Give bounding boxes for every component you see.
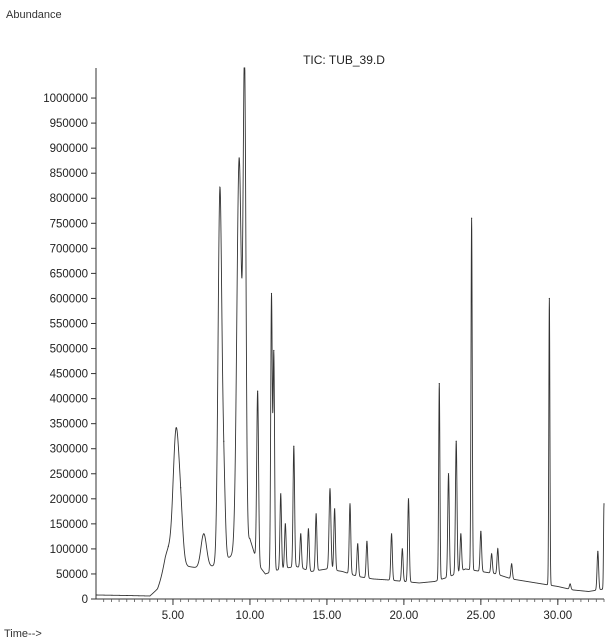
axes: 0 50000 100000 150000 200000 250000 300000 3500…	[43, 68, 605, 622]
peak-point	[447, 473, 450, 475]
peak-point	[438, 382, 440, 385]
y-tick-label: 400000	[50, 394, 88, 406]
chart-title: TIC: TUB_39.D	[303, 53, 385, 67]
peak-point	[511, 563, 513, 565]
peak-point	[569, 583, 571, 585]
peak-point	[175, 427, 177, 429]
peak-point	[284, 523, 286, 525]
y-tick-label: 350000	[50, 419, 88, 431]
peak-point	[315, 513, 317, 515]
x-tick-label: 15.00	[313, 610, 342, 622]
peak-point	[597, 550, 599, 553]
peak-point	[270, 292, 273, 295]
peak-point	[273, 349, 275, 352]
y-tick-label: 800000	[50, 193, 88, 205]
peak-point	[300, 533, 302, 535]
peak-point	[455, 440, 457, 442]
peak-point	[307, 528, 310, 530]
peak-point	[167, 545, 169, 547]
y-tick-label: 150000	[50, 519, 88, 531]
y-tick-label: 0	[82, 594, 88, 606]
y-tick-label: 900000	[50, 143, 88, 155]
tic-trace	[96, 67, 605, 597]
peak-point	[548, 297, 550, 300]
peak-point	[401, 548, 403, 550]
peak-point	[357, 543, 359, 545]
peak-point	[603, 503, 605, 505]
y-tick-label: 700000	[50, 243, 88, 255]
peak-point	[366, 540, 368, 542]
peak-point	[329, 488, 331, 490]
y-tick-label: 450000	[50, 369, 88, 381]
y-tick-label: 250000	[50, 469, 88, 481]
peak-point	[491, 553, 493, 555]
peak-point	[460, 533, 462, 535]
peak-point	[238, 157, 240, 159]
y-axis-label: Abundance	[6, 9, 62, 21]
peak-point	[180, 487, 182, 489]
peak-point	[407, 498, 410, 500]
y-tick-label: 950000	[50, 118, 88, 130]
y-tick-label: 300000	[50, 444, 88, 456]
peak-point	[203, 533, 205, 535]
y-tick-label: 600000	[50, 293, 88, 305]
y-tick-label: 850000	[50, 168, 88, 180]
peak-point	[390, 533, 393, 535]
y-tick-label: 50000	[56, 569, 88, 581]
peak-point	[334, 508, 336, 510]
peak-point	[243, 67, 246, 69]
x-tick-label: 20.00	[389, 610, 418, 622]
peak-point	[280, 493, 282, 495]
y-tick-label: 100000	[50, 544, 88, 556]
y-tick-label: 650000	[50, 268, 88, 280]
peak-point	[293, 445, 295, 447]
x-tick-label: 30.00	[543, 610, 572, 622]
peak-point	[471, 217, 473, 219]
y-tick-label: 500000	[50, 344, 88, 356]
series-layer	[96, 67, 605, 597]
peak-point	[223, 440, 225, 442]
peak-point	[480, 530, 482, 532]
x-tick-label: 10.00	[236, 610, 265, 622]
y-tick-label: 750000	[50, 218, 88, 230]
x-tick-label: 25.00	[466, 610, 495, 622]
y-tick-label: 1000000	[43, 93, 88, 105]
y-tick-label: 200000	[50, 494, 88, 506]
x-axis-label: Time-->	[4, 628, 42, 640]
peak-point	[257, 390, 259, 392]
peak-point	[349, 503, 351, 505]
y-tick-label: 550000	[50, 318, 88, 330]
peak-point	[219, 186, 221, 188]
x-tick-label: 5.00	[162, 610, 184, 622]
peak-point	[497, 548, 499, 550]
